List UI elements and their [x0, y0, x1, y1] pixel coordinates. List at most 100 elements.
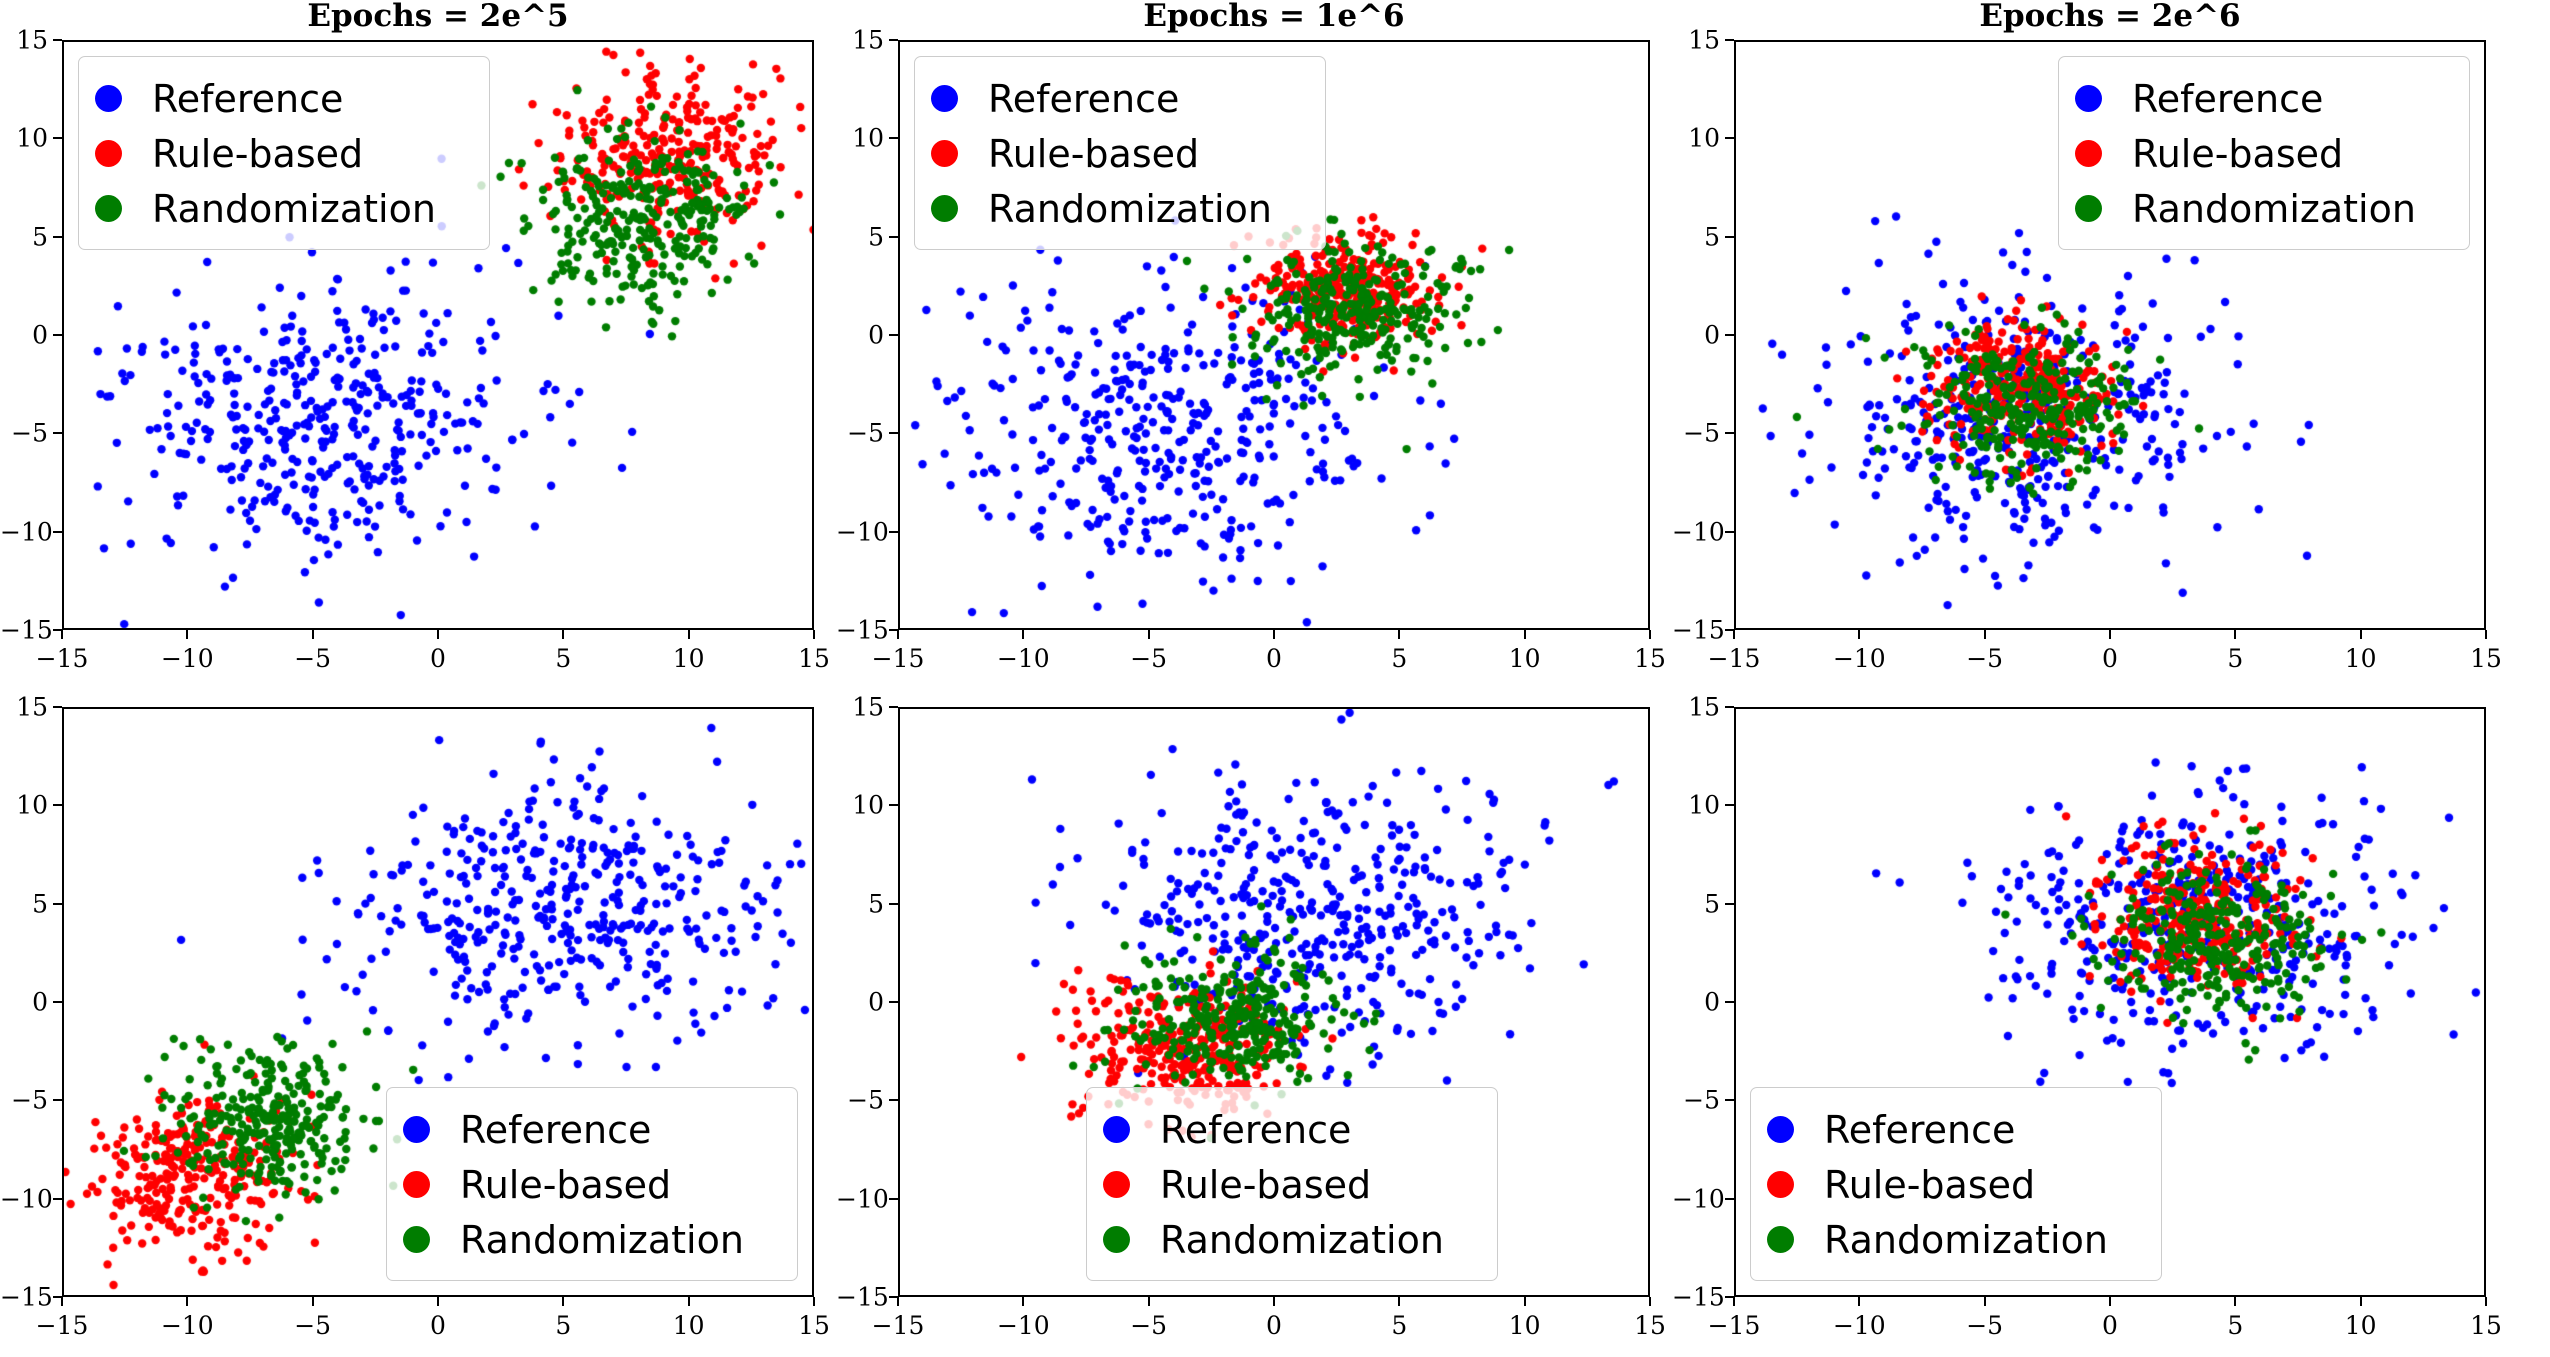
x-tick-mark [897, 630, 899, 639]
x-tick-mark [1022, 1297, 1025, 1306]
y-tick-mark [889, 235, 898, 238]
y-tick-mark [53, 902, 62, 905]
x-tick-label: 15 [1634, 644, 1666, 673]
legend-label: Reference [152, 76, 344, 121]
legend-marker-circle-icon [1103, 1116, 1130, 1143]
y-tick-label: −5 [11, 418, 48, 448]
legend-item-reference[interactable]: Reference [931, 71, 1305, 126]
legend-marker-circle-icon [1767, 1171, 1794, 1198]
x-tick-label: 0 [430, 1311, 446, 1340]
x-tick-mark [1649, 630, 1651, 639]
legend-marker-circle-icon [403, 1171, 430, 1198]
x-tick-label: −10 [996, 1311, 1050, 1340]
x-tick-mark [186, 1297, 189, 1306]
legend-label: Reference [2132, 76, 2324, 121]
x-tick-label: 5 [555, 1311, 572, 1340]
y-tick-mark [53, 804, 62, 807]
legend-r1c2[interactable]: Reference Rule-based Randomization [1750, 1087, 2162, 1281]
panel-title-r0c2: Epochs = 2e^6 [1979, 0, 2241, 34]
y-tick-label: 15 [16, 692, 48, 722]
scatter-panel-r1c2: −15 −10 −5 0 5 10 15 −15 −10 −5 0 5 10 15 Reference Rul… [1672, 667, 2502, 1357]
y-tick-label: 10 [852, 123, 884, 153]
y-tick-mark [889, 1099, 898, 1102]
x-tick-mark [1022, 630, 1025, 639]
legend-item-rule-based[interactable]: Rule-based [403, 1157, 777, 1212]
y-tick-mark [1725, 804, 1734, 807]
x-tick-label: 15 [798, 1311, 830, 1340]
legend-item-rule-based[interactable]: Rule-based [95, 126, 469, 181]
x-tick-mark [1398, 1297, 1401, 1306]
x-tick-mark [2234, 630, 2237, 639]
legend-marker-circle-icon [2075, 85, 2102, 112]
legend-marker-circle-icon [403, 1116, 430, 1143]
y-tick-label: −5 [11, 1085, 48, 1115]
legend-item-reference[interactable]: Reference [403, 1102, 777, 1157]
y-tick-mark [889, 1001, 898, 1003]
y-tick-label: 15 [852, 25, 884, 55]
y-tick-label: −15 [0, 615, 53, 645]
x-tick-label: 10 [2344, 1311, 2377, 1340]
legend-item-randomization[interactable]: Randomization [403, 1212, 777, 1267]
y-tick-label: −10 [836, 1184, 889, 1214]
legend-marker-circle-icon [931, 195, 958, 222]
y-tick-mark [1725, 432, 1734, 435]
x-tick-label: 5 [1391, 644, 1408, 673]
legend-r1c0[interactable]: Reference Rule-based Randomization [386, 1087, 798, 1281]
x-tick-mark [1273, 630, 1275, 639]
scatter-panel-r1c1: −15 −10 −5 0 5 10 15 −15 −10 −5 0 5 10 15 Reference Rul… [836, 667, 1666, 1357]
legend-marker-circle-icon [95, 85, 122, 112]
x-tick-label: −15 [1707, 644, 1761, 673]
x-tick-mark [1398, 630, 1401, 639]
scatter-panel-r0c0: Epochs = 2e^5 −15 −10 −5 0 5 10 15 −15 −10 −5 0 5 10 1… [0, 0, 830, 690]
legend-item-randomization[interactable]: Randomization [931, 181, 1305, 236]
x-tick-label: −5 [294, 644, 332, 673]
y-tick-label: 0 [1704, 320, 1720, 350]
x-tick-label: −15 [1707, 1311, 1761, 1340]
y-tick-label: 5 [32, 222, 48, 252]
y-tick-mark [889, 137, 898, 140]
x-tick-label: 15 [798, 644, 830, 673]
y-tick-mark [53, 530, 62, 533]
x-tick-mark [562, 1297, 565, 1306]
scatter-panel-r0c1: Epochs = 1e^6 −15 −10 −5 0 5 10 15 −15 −10 −5 0 5 10 1… [836, 0, 1666, 690]
legend-marker-circle-icon [95, 140, 122, 167]
legend-label: Rule-based [1160, 1162, 1372, 1207]
legend-label: Reference [1824, 1107, 2016, 1152]
y-tick-label: −5 [847, 418, 884, 448]
legend-item-rule-based[interactable]: Rule-based [1767, 1157, 2141, 1212]
legend-item-reference[interactable]: Reference [95, 71, 469, 126]
legend-item-randomization[interactable]: Randomization [1103, 1212, 1477, 1267]
legend-r1c1[interactable]: Reference Rule-based Randomization [1086, 1087, 1498, 1281]
y-tick-label: 0 [1704, 987, 1720, 1017]
y-tick-mark [889, 530, 898, 533]
y-tick-label: 10 [1688, 123, 1720, 153]
y-tick-label: −10 [1672, 1184, 1725, 1214]
y-tick-mark [53, 137, 62, 140]
legend-r0c0[interactable]: Reference Rule-based Randomization [78, 56, 490, 250]
legend-r0c2[interactable]: Reference Rule-based Randomization [2058, 56, 2470, 250]
legend-item-rule-based[interactable]: Rule-based [1103, 1157, 1477, 1212]
legend-marker-circle-icon [1103, 1171, 1130, 1198]
x-tick-mark [186, 630, 189, 639]
legend-item-rule-based[interactable]: Rule-based [931, 126, 1305, 181]
y-tick-mark [53, 39, 62, 41]
legend-item-reference[interactable]: Reference [2075, 71, 2449, 126]
y-tick-mark [53, 1001, 62, 1003]
x-tick-mark [562, 630, 565, 639]
y-tick-label: −10 [1672, 517, 1725, 547]
scatter-panel-r0c2: Epochs = 2e^6 −15 −10 −5 0 5 10 15 −15 −10 −5 0 5 10 1… [1672, 0, 2502, 690]
legend-item-rule-based[interactable]: Rule-based [2075, 126, 2449, 181]
y-tick-mark [889, 706, 898, 708]
legend-item-reference[interactable]: Reference [1767, 1102, 2141, 1157]
legend-item-reference[interactable]: Reference [1103, 1102, 1477, 1157]
y-tick-mark [1725, 1296, 1734, 1298]
x-tick-label: −5 [1130, 644, 1168, 673]
legend-item-randomization[interactable]: Randomization [95, 181, 469, 236]
legend-r0c1[interactable]: Reference Rule-based Randomization [914, 56, 1326, 250]
legend-item-randomization[interactable]: Randomization [1767, 1212, 2141, 1267]
y-tick-mark [1725, 334, 1734, 336]
x-tick-label: 5 [1391, 1311, 1408, 1340]
legend-item-randomization[interactable]: Randomization [2075, 181, 2449, 236]
y-tick-label: −15 [1672, 615, 1725, 645]
x-tick-mark [2109, 1297, 2111, 1306]
